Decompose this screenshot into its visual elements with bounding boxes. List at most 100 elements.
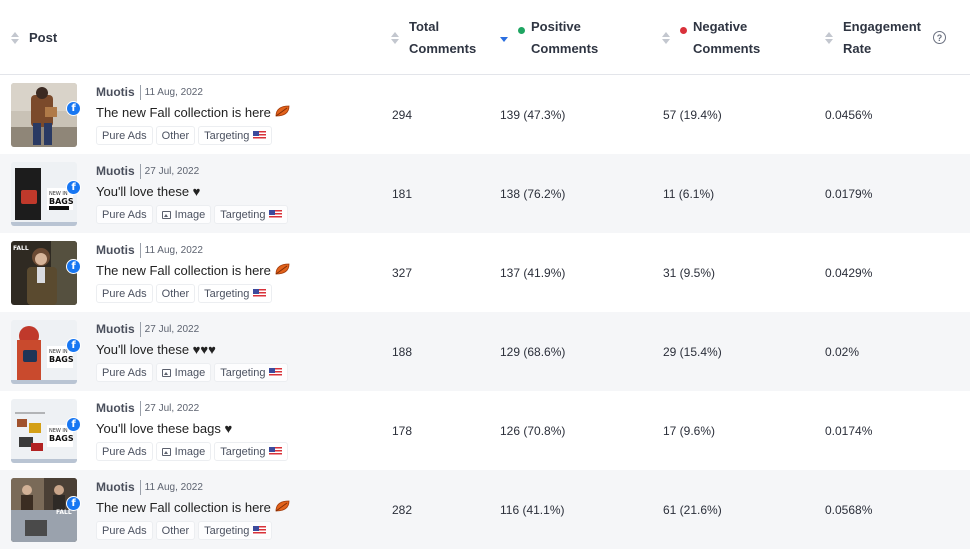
post-author[interactable]: Muotis	[96, 480, 135, 494]
column-total-comments[interactable]: Total Comments	[391, 0, 476, 75]
positive-comments-value: 129 (68.6%)	[500, 344, 566, 359]
sort-icon[interactable]	[662, 31, 672, 45]
table-row[interactable]: NEW IN BAGS f Muotis 27 Jul, 2022 You'll …	[0, 154, 970, 233]
table-row[interactable]: NEW IN BAGS f Muotis 27 Jul, 2022 You'll …	[0, 391, 970, 470]
column-positive-label-line2: Comments	[531, 40, 599, 56]
tag-targeting[interactable]: Targeting	[214, 205, 289, 224]
column-positive-comments[interactable]: Positive Comments	[500, 0, 598, 75]
table-row[interactable]: FALL f Muotis 11 Aug, 2022 The new Fall …	[0, 470, 970, 549]
sort-icon[interactable]	[11, 31, 21, 45]
tag-other[interactable]: Other	[155, 126, 196, 145]
svg-text:BAGS: BAGS	[49, 434, 74, 443]
tag-image[interactable]: Image	[155, 205, 212, 224]
table-header: Post Total Comments Positive Comments Nega…	[0, 0, 970, 75]
column-engagement-rate[interactable]: Engagement Rate ?	[825, 0, 947, 75]
help-icon[interactable]: ?	[933, 31, 947, 44]
svg-text:NEW IN: NEW IN	[49, 428, 68, 434]
column-negative-comments[interactable]: Negative Comments	[662, 0, 760, 75]
total-comments-value: 188	[392, 344, 413, 359]
post-author[interactable]: Muotis	[96, 243, 135, 257]
us-flag-icon	[269, 368, 283, 377]
post-caption: You'll love these ♥	[96, 184, 201, 199]
table-row[interactable]: FALL f Muotis 11 Aug, 2022 The new Fall …	[0, 233, 970, 312]
tag-pure-ads[interactable]: Pure Ads	[96, 205, 153, 224]
tag-targeting[interactable]: Targeting	[198, 126, 273, 145]
table-row[interactable]: f Muotis 11 Aug, 2022 The new Fall colle…	[0, 75, 970, 154]
column-engagement-label-line1: Engagement	[843, 18, 922, 34]
tag-pure-ads[interactable]: Pure Ads	[96, 363, 153, 382]
image-icon	[161, 368, 171, 377]
tag-label: Other	[161, 524, 190, 537]
tag-image[interactable]: Image	[155, 363, 212, 382]
post-author[interactable]: Muotis	[96, 85, 135, 99]
total-comments-value: 178	[392, 423, 413, 438]
tag-targeting[interactable]: Targeting	[198, 284, 273, 303]
column-negative-label-line1: Negative	[693, 18, 748, 34]
tag-image[interactable]: Image	[155, 442, 212, 461]
sort-descending-icon[interactable]	[500, 37, 508, 42]
tag-label: Targeting	[220, 445, 266, 458]
tag-label: Pure Ads	[102, 287, 147, 300]
table-row[interactable]: NEW IN BAGS f Muotis 27 Jul, 2022 You'll …	[0, 312, 970, 391]
post-tags: Pure Ads Image Targeting	[96, 442, 291, 461]
tag-pure-ads[interactable]: Pure Ads	[96, 442, 153, 461]
column-post[interactable]: Post	[11, 0, 57, 75]
tag-label: Targeting	[204, 524, 250, 537]
tag-label: Image	[174, 366, 206, 379]
post-thumbnail[interactable]: FALL	[11, 241, 77, 305]
post-thumbnail[interactable]: NEW IN BAGS	[11, 162, 77, 226]
tag-targeting[interactable]: Targeting	[214, 442, 289, 461]
post-tags: Pure Ads Image Targeting	[96, 205, 291, 224]
table-body: f Muotis 11 Aug, 2022 The new Fall colle…	[0, 75, 970, 549]
post-tags: Pure Ads Image Targeting	[96, 363, 291, 382]
column-positive-label-line1: Positive	[531, 18, 581, 34]
image-icon	[161, 210, 171, 219]
column-total-label-line1: Total	[409, 18, 440, 34]
tag-label: Targeting	[220, 208, 266, 221]
svg-text:NEW IN: NEW IN	[49, 349, 68, 355]
tag-pure-ads[interactable]: Pure Ads	[96, 521, 153, 540]
tag-pure-ads[interactable]: Pure Ads	[96, 126, 153, 145]
us-flag-icon	[269, 210, 283, 219]
positive-comments-value: 116 (41.1%)	[500, 502, 565, 517]
tag-label: Pure Ads	[102, 445, 147, 458]
post-author[interactable]: Muotis	[96, 401, 135, 415]
total-comments-value: 181	[392, 186, 413, 201]
facebook-icon: f	[66, 417, 81, 432]
tag-label: Pure Ads	[102, 366, 147, 379]
negative-comments-value: 29 (15.4%)	[663, 344, 722, 359]
post-thumbnail[interactable]: NEW IN BAGS	[11, 399, 77, 463]
image-icon	[161, 447, 171, 456]
tag-other[interactable]: Other	[155, 284, 196, 303]
post-date: 27 Jul, 2022	[144, 323, 200, 335]
post-date: 11 Aug, 2022	[144, 86, 203, 98]
total-comments-value: 327	[392, 265, 413, 280]
tag-targeting[interactable]: Targeting	[214, 363, 289, 382]
post-author[interactable]: Muotis	[96, 164, 135, 178]
column-engagement-label-line2: Rate	[843, 40, 872, 56]
post-thumbnail[interactable]: NEW IN BAGS	[11, 320, 77, 384]
post-date: 27 Jul, 2022	[144, 165, 200, 177]
facebook-icon: f	[66, 496, 81, 511]
tag-other[interactable]: Other	[155, 521, 196, 540]
tag-targeting[interactable]: Targeting	[198, 521, 273, 540]
facebook-icon: f	[66, 101, 81, 116]
sort-icon[interactable]	[825, 31, 835, 45]
negative-comments-value: 57 (19.4%)	[663, 107, 722, 122]
post-author[interactable]: Muotis	[96, 322, 135, 336]
post-date: 11 Aug, 2022	[144, 481, 203, 493]
post-thumbnail[interactable]: FALL	[11, 478, 77, 542]
negative-comments-value: 31 (9.5%)	[663, 265, 716, 280]
svg-text:FALL: FALL	[13, 245, 29, 252]
tag-pure-ads[interactable]: Pure Ads	[96, 284, 153, 303]
fall-leaf-icon	[271, 263, 290, 278]
divider	[139, 163, 141, 179]
engagement-rate-value: 0.02%	[825, 344, 860, 359]
us-flag-icon	[253, 131, 267, 140]
sort-icon[interactable]	[391, 31, 401, 45]
total-comments-value: 282	[392, 502, 413, 517]
us-flag-icon	[269, 447, 283, 456]
post-date: 11 Aug, 2022	[144, 244, 203, 256]
post-thumbnail[interactable]	[11, 83, 77, 147]
positive-comments-value: 126 (70.8%)	[500, 423, 566, 438]
